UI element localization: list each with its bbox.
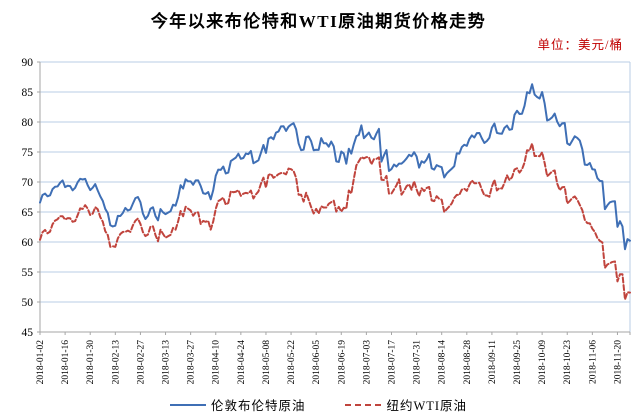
x-axis-label: 2018-06-05	[312, 340, 322, 385]
brent-line	[39, 83, 631, 251]
x-axis-label: 2018-10-09	[538, 340, 548, 385]
x-axis-label: 2018-04-10	[212, 340, 222, 385]
legend-item-brent: 伦敦布伦特原油	[169, 395, 306, 413]
x-axis-label: 2018-03-13	[162, 340, 172, 385]
x-axis-label: 2018-08-28	[463, 340, 473, 385]
x-axis-label: 2018-05-22	[287, 340, 297, 385]
brent-line-sample-icon	[169, 403, 206, 406]
legend-item-wti: 纽约WTI原油	[345, 395, 467, 413]
y-axis-label: 45	[22, 327, 34, 339]
x-axis-label: 2018-06-19	[337, 340, 347, 385]
y-axis-labels: 45 50 55 60 65 70 75 80 85 90	[22, 57, 34, 339]
legend-label-wti: 纽约WTI原油	[386, 399, 468, 413]
x-axis-label: 2018-07-31	[413, 340, 423, 385]
x-axis-label: 2018-01-30	[86, 340, 96, 385]
unit-label: 单位：美元/桶	[537, 38, 623, 52]
x-axis-label: 2018-02-27	[136, 340, 146, 385]
x-axis-label: 2018-11-06	[588, 340, 598, 384]
y-axis-label: 65	[22, 207, 34, 219]
legend: 伦敦布伦特原油 纽约WTI原油	[0, 395, 637, 413]
x-axis-label: 2018-08-14	[438, 340, 448, 385]
x-axis-label: 2018-09-25	[513, 340, 523, 385]
x-axis-label: 2018-07-17	[387, 340, 397, 385]
x-axis-label: 2018-01-02	[36, 340, 46, 385]
x-axis-label: 2018-07-03	[362, 340, 372, 385]
wti-line	[39, 142, 631, 301]
axes	[37, 61, 631, 335]
x-axis-label: 2018-11-20	[613, 340, 623, 384]
y-axis-label: 50	[22, 297, 34, 309]
y-axis-label: 70	[22, 177, 34, 189]
y-axis-label: 75	[22, 147, 34, 159]
x-axis-label: 2018-03-27	[187, 340, 197, 385]
x-axis-label: 2018-05-08	[262, 340, 272, 385]
x-axis-label: 2018-09-11	[488, 340, 498, 384]
x-axis-label: 2018-02-13	[111, 340, 121, 385]
x-axis-label: 2018-01-16	[61, 340, 71, 385]
gridlines	[40, 61, 631, 332]
y-axis-label: 85	[22, 87, 34, 99]
chart-title: 今年以来布伦特和WTI原油期货价格走势	[150, 12, 487, 31]
y-axis-label: 55	[22, 267, 34, 279]
x-axis-label: 2018-04-24	[237, 340, 247, 385]
y-axis-label: 90	[22, 57, 34, 69]
series-lines	[39, 83, 631, 301]
wti-line-sample-icon	[345, 403, 382, 406]
x-axis-labels: 2018-01-02 2018-01-16 2018-01-30 2018-02-13…	[36, 340, 623, 385]
x-axis-label: 2018-10-23	[563, 340, 573, 385]
y-axis-label: 80	[22, 117, 34, 129]
legend-label-brent: 伦敦布伦特原油	[210, 399, 306, 413]
price-line-chart: 45 50 55 60 65 70 75 80 85 90 2018-01-02 2018-01-1…	[22, 57, 631, 385]
y-axis-label: 60	[22, 237, 34, 249]
